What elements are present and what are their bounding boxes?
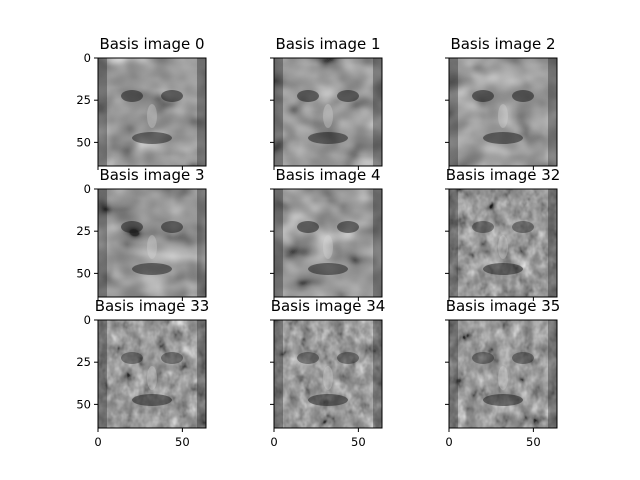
y-tick-label: 0 xyxy=(84,182,91,196)
basis-image xyxy=(449,189,557,297)
y-tick-label: 25 xyxy=(76,224,91,238)
basis-image xyxy=(98,189,206,297)
axes-frame xyxy=(273,188,383,298)
axes-frame xyxy=(97,188,207,298)
panel-2: Basis image 2 xyxy=(445,35,558,170)
panel-32: Basis image 32 xyxy=(445,166,560,301)
axes-frame xyxy=(97,57,207,167)
axes-frame xyxy=(448,319,558,429)
basis-image xyxy=(449,58,557,166)
y-tick-label: 0 xyxy=(84,313,91,327)
x-tick-label: 0 xyxy=(445,435,452,449)
basis-image xyxy=(274,58,382,166)
panel-title: Basis image 35 xyxy=(446,297,561,315)
panel-35: Basis image 35 0 50 xyxy=(445,297,560,449)
y-tick-label: 25 xyxy=(76,355,91,369)
axes-frame xyxy=(97,319,207,429)
basis-image xyxy=(98,58,206,166)
x-tick-label: 50 xyxy=(526,435,541,449)
x-tick-label: 0 xyxy=(94,435,101,449)
panel-title: Basis image 4 xyxy=(275,166,380,184)
panel-33: Basis image 33 0 25 50 0 50 xyxy=(76,297,209,449)
panel-3: Basis image 3 0 25 50 xyxy=(76,166,207,301)
y-tick-label: 50 xyxy=(76,397,91,411)
panel-4: Basis image 4 xyxy=(270,166,383,301)
panel-title: Basis image 32 xyxy=(446,166,561,184)
panel-0: Basis image 0 0 25 50 xyxy=(76,35,207,170)
axes-frame xyxy=(448,57,558,167)
y-tick-label: 50 xyxy=(76,135,91,149)
panel-title: Basis image 3 xyxy=(99,166,204,184)
basis-image xyxy=(449,320,557,428)
panel-title: Basis image 2 xyxy=(450,35,555,53)
axes-frame xyxy=(273,319,383,429)
axes-frame xyxy=(273,57,383,167)
axes-frame xyxy=(448,188,558,298)
x-tick-label: 50 xyxy=(351,435,366,449)
x-tick-label: 50 xyxy=(175,435,190,449)
panel-title: Basis image 0 xyxy=(99,35,204,53)
y-tick-label: 50 xyxy=(76,266,91,280)
panel-title: Basis image 33 xyxy=(95,297,210,315)
x-tick-label: 0 xyxy=(270,435,277,449)
panel-34: Basis image 34 0 50 xyxy=(270,297,385,449)
panel-title: Basis image 34 xyxy=(271,297,386,315)
panel-1: Basis image 1 xyxy=(270,35,383,170)
basis-image xyxy=(274,320,382,428)
basis-image xyxy=(98,320,206,428)
y-tick-label: 0 xyxy=(84,51,91,65)
panel-title: Basis image 1 xyxy=(275,35,380,53)
basis-image xyxy=(274,189,382,297)
y-tick-label: 25 xyxy=(76,93,91,107)
